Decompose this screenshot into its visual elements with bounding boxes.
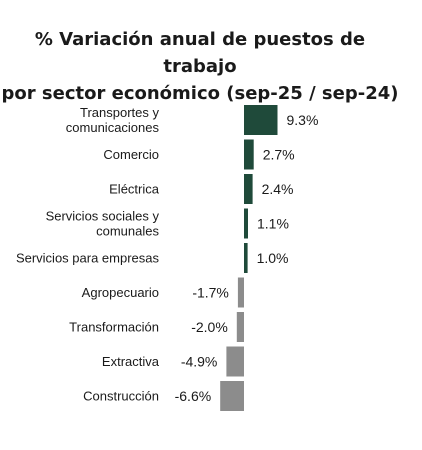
bar-5 xyxy=(237,277,244,308)
value-label-5: -1.7% xyxy=(192,285,229,301)
bar-0 xyxy=(244,105,278,135)
category-label-8: Construcción xyxy=(83,389,159,404)
bar-3 xyxy=(244,208,248,239)
category-label-4: Servicios para empresas xyxy=(16,251,160,266)
category-label-5: Agropecuario xyxy=(82,285,159,300)
value-label-3: 1.1% xyxy=(257,216,289,232)
value-label-1: 2.7% xyxy=(263,147,295,163)
bar-4 xyxy=(244,243,248,273)
bar-2 xyxy=(244,174,253,204)
value-label-8: -6.6% xyxy=(175,388,212,404)
chart-title-line-1: % Variación anual de puestos de trabajo xyxy=(34,29,366,77)
category-label-6: Transformación xyxy=(69,320,159,335)
value-label-0: 9.3% xyxy=(287,112,319,128)
bar-1 xyxy=(244,139,254,170)
category-label-0: Transportes y comunicaciones xyxy=(66,105,160,135)
value-label-4: 1.0% xyxy=(257,250,289,266)
category-label-3: Servicios sociales y comunales xyxy=(46,209,160,239)
value-label-6: -2.0% xyxy=(191,319,228,335)
value-label-2: 2.4% xyxy=(262,181,294,197)
category-label-2: Eléctrica xyxy=(109,182,160,197)
bar-6 xyxy=(236,312,244,342)
bar-7 xyxy=(226,346,244,377)
chart-title: % Variación anual de puestos de trabajo … xyxy=(0,26,400,107)
chart-title-line-2: por sector económico (sep-25 / sep-24) xyxy=(1,83,399,104)
bar-8 xyxy=(220,381,244,411)
value-label-7: -4.9% xyxy=(181,354,218,370)
category-label-7: Extractiva xyxy=(102,354,160,369)
category-label-1: Comercio xyxy=(103,147,159,162)
